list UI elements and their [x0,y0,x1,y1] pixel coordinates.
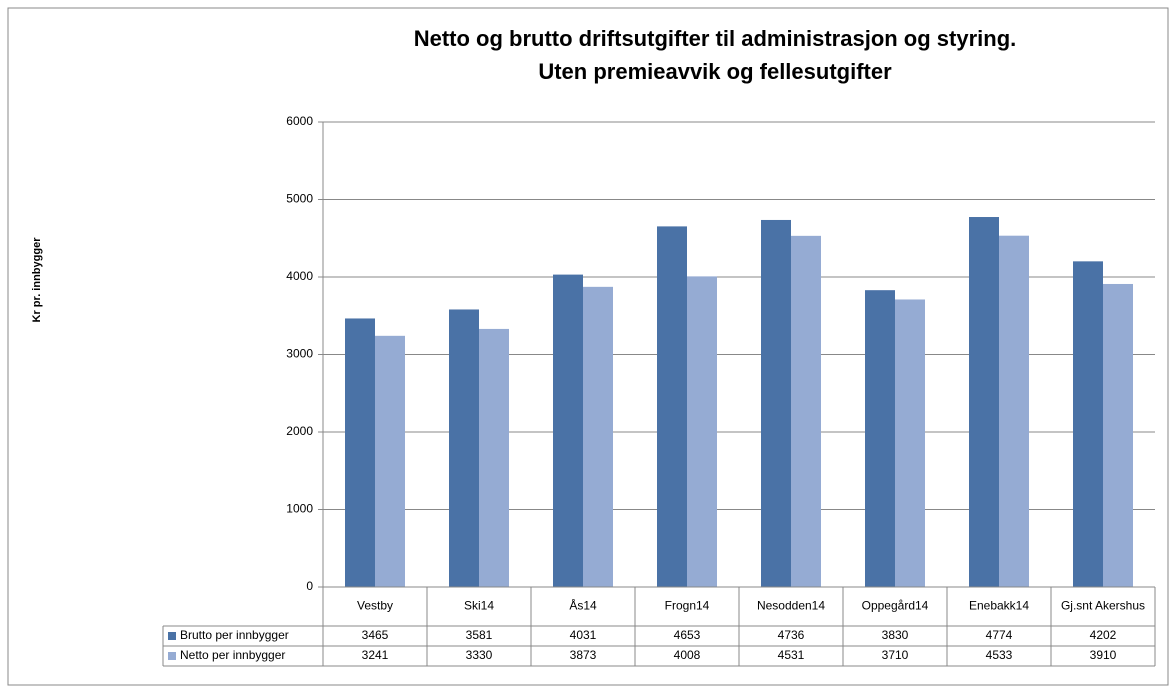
y-tick-label: 3000 [286,347,313,361]
bar [449,309,479,587]
table-value: 4653 [674,628,701,642]
bar [1073,261,1103,587]
y-axis-label: Kr pr. innbygger [31,237,43,323]
y-tick-label: 5000 [286,192,313,206]
bar [999,235,1029,587]
x-tick-label: Ski14 [464,599,494,613]
bar [583,286,613,587]
table-value: 4531 [778,648,805,662]
table-value: 4202 [1090,628,1117,642]
x-tick-label: Gj.snt Akershus [1061,599,1145,613]
chart-title: Netto og brutto driftsutgifter til admin… [414,26,1017,51]
table-value: 3830 [882,628,909,642]
bar [1103,283,1133,587]
table-value: 4736 [778,628,805,642]
x-tick-label: Vestby [357,599,393,613]
y-tick-label: 6000 [286,114,313,128]
table-value: 3873 [570,648,597,662]
legend-label: Netto per innbygger [180,648,285,662]
bar [345,318,375,587]
bar [969,217,999,587]
chart-subtitle: Uten premieavvik og fellesutgifter [538,59,892,84]
table-value: 4774 [986,628,1013,642]
table-value: 3710 [882,648,909,662]
bar [761,219,791,587]
bar [687,276,717,587]
x-tick-label: Enebakk14 [969,599,1029,613]
x-tick-label: Frogn14 [665,599,710,613]
legend-label: Brutto per innbygger [180,628,289,642]
y-tick-label: 2000 [286,424,313,438]
table-value: 3465 [362,628,389,642]
table-value: 4031 [570,628,597,642]
x-tick-label: Nesodden14 [757,599,825,613]
table-value: 3330 [466,648,493,662]
x-tick-label: Ås14 [569,598,597,613]
bar [895,299,925,587]
y-tick-label: 1000 [286,502,313,516]
legend-swatch [168,652,176,660]
bar [375,335,405,587]
bar [479,328,509,587]
table-value: 4008 [674,648,701,662]
table-value: 3910 [1090,648,1117,662]
table-value: 4533 [986,648,1013,662]
y-tick-label: 4000 [286,269,313,283]
table-value: 3581 [466,628,493,642]
table-value: 3241 [362,648,389,662]
bar [657,226,687,587]
bar [865,290,895,587]
legend-swatch [168,632,176,640]
bar [791,235,821,587]
bar [553,274,583,587]
y-tick-label: 0 [306,579,313,593]
x-tick-label: Oppegård14 [862,599,929,613]
